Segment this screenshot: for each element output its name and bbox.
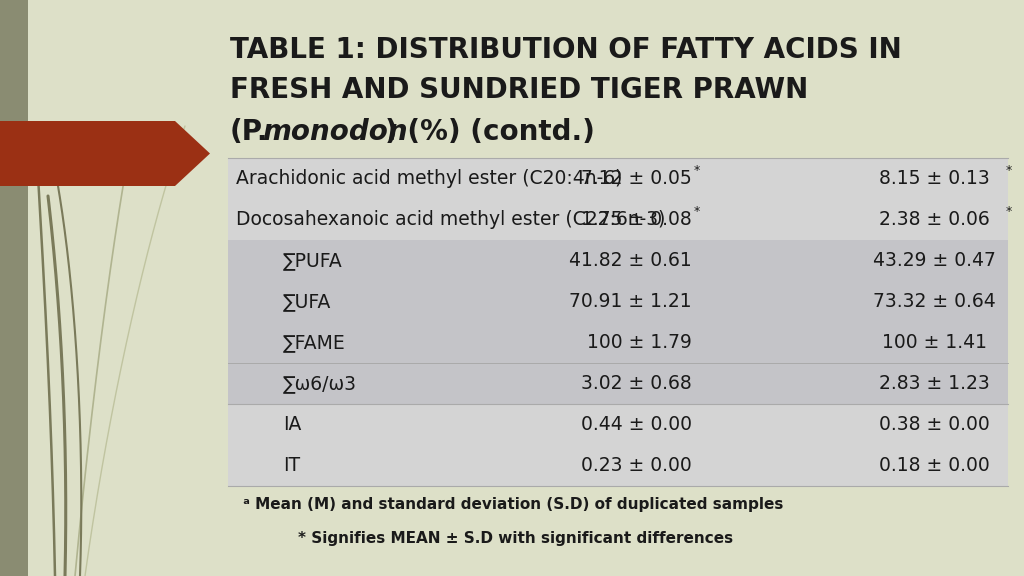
Text: IT: IT [283, 456, 300, 475]
Text: Docosahexanoic acid methyl ester (C22:6n-3): Docosahexanoic acid methyl ester (C22:6n… [236, 210, 666, 229]
Text: 100 ± 1.41: 100 ± 1.41 [882, 333, 986, 352]
Text: 41.82 ± 0.61: 41.82 ± 0.61 [569, 251, 692, 270]
Text: ∑FAME: ∑FAME [283, 333, 346, 352]
Bar [228, 240, 1008, 281]
Bar [228, 322, 1008, 363]
Text: TABLE 1: DISTRIBUTION OF FATTY ACIDS IN: TABLE 1: DISTRIBUTION OF FATTY ACIDS IN [230, 36, 902, 64]
Text: (P.: (P. [230, 118, 268, 146]
Bar [228, 158, 1008, 199]
Polygon shape [0, 121, 210, 186]
Text: 2.38 ± 0.06: 2.38 ± 0.06 [879, 210, 989, 229]
Text: *: * [694, 164, 700, 177]
Text: FRESH AND SUNDRIED TIGER PRAWN: FRESH AND SUNDRIED TIGER PRAWN [230, 76, 808, 104]
Text: Arachidonic acid methyl ester (C20:4n-6): Arachidonic acid methyl ester (C20:4n-6) [236, 169, 623, 188]
Text: 0.23 ± 0.00: 0.23 ± 0.00 [582, 456, 692, 475]
Text: 2.83 ± 1.23: 2.83 ± 1.23 [879, 374, 989, 393]
Text: * Signifies MEAN ± S.D with significant differences: * Signifies MEAN ± S.D with significant … [298, 530, 733, 545]
Text: 1.75 ± 0.08: 1.75 ± 0.08 [582, 210, 692, 229]
Text: ∑ω6/ω3: ∑ω6/ω3 [283, 374, 357, 393]
Bar [0, 0, 28, 576]
Bar [228, 445, 1008, 486]
Text: 70.91 ± 1.21: 70.91 ± 1.21 [569, 292, 692, 311]
Text: 0.18 ± 0.00: 0.18 ± 0.00 [879, 456, 989, 475]
Text: 3.02 ± 0.68: 3.02 ± 0.68 [582, 374, 692, 393]
Text: *: * [1006, 205, 1013, 218]
Bar [228, 199, 1008, 240]
Text: IA: IA [283, 415, 301, 434]
Text: 7.12 ± 0.05: 7.12 ± 0.05 [582, 169, 692, 188]
Text: 43.29 ± 0.47: 43.29 ± 0.47 [872, 251, 995, 270]
Text: *: * [1006, 164, 1013, 177]
Text: monodon: monodon [262, 118, 408, 146]
Text: ) (%) (contd.): ) (%) (contd.) [385, 118, 595, 146]
Text: *: * [694, 205, 700, 218]
Text: 8.15 ± 0.13: 8.15 ± 0.13 [879, 169, 989, 188]
Text: ∑PUFA: ∑PUFA [283, 251, 343, 270]
Text: ∑UFA: ∑UFA [283, 292, 332, 311]
Bar [228, 363, 1008, 404]
Text: 100 ± 1.79: 100 ± 1.79 [587, 333, 692, 352]
Text: 73.32 ± 0.64: 73.32 ± 0.64 [872, 292, 995, 311]
Text: 0.38 ± 0.00: 0.38 ± 0.00 [879, 415, 989, 434]
Bar [228, 281, 1008, 322]
Text: ᵃ Mean (M) and standard deviation (S.D) of duplicated samples: ᵃ Mean (M) and standard deviation (S.D) … [243, 497, 783, 511]
Text: 0.44 ± 0.00: 0.44 ± 0.00 [581, 415, 692, 434]
Bar [228, 404, 1008, 445]
